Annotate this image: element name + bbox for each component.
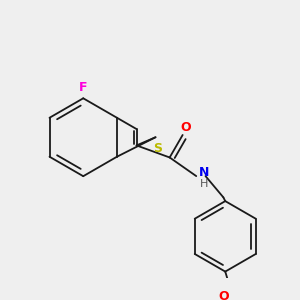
Text: O: O	[180, 121, 191, 134]
Text: F: F	[79, 81, 88, 94]
Text: S: S	[153, 142, 162, 155]
Text: O: O	[219, 290, 229, 300]
Text: H: H	[200, 179, 208, 189]
Text: N: N	[199, 166, 209, 179]
